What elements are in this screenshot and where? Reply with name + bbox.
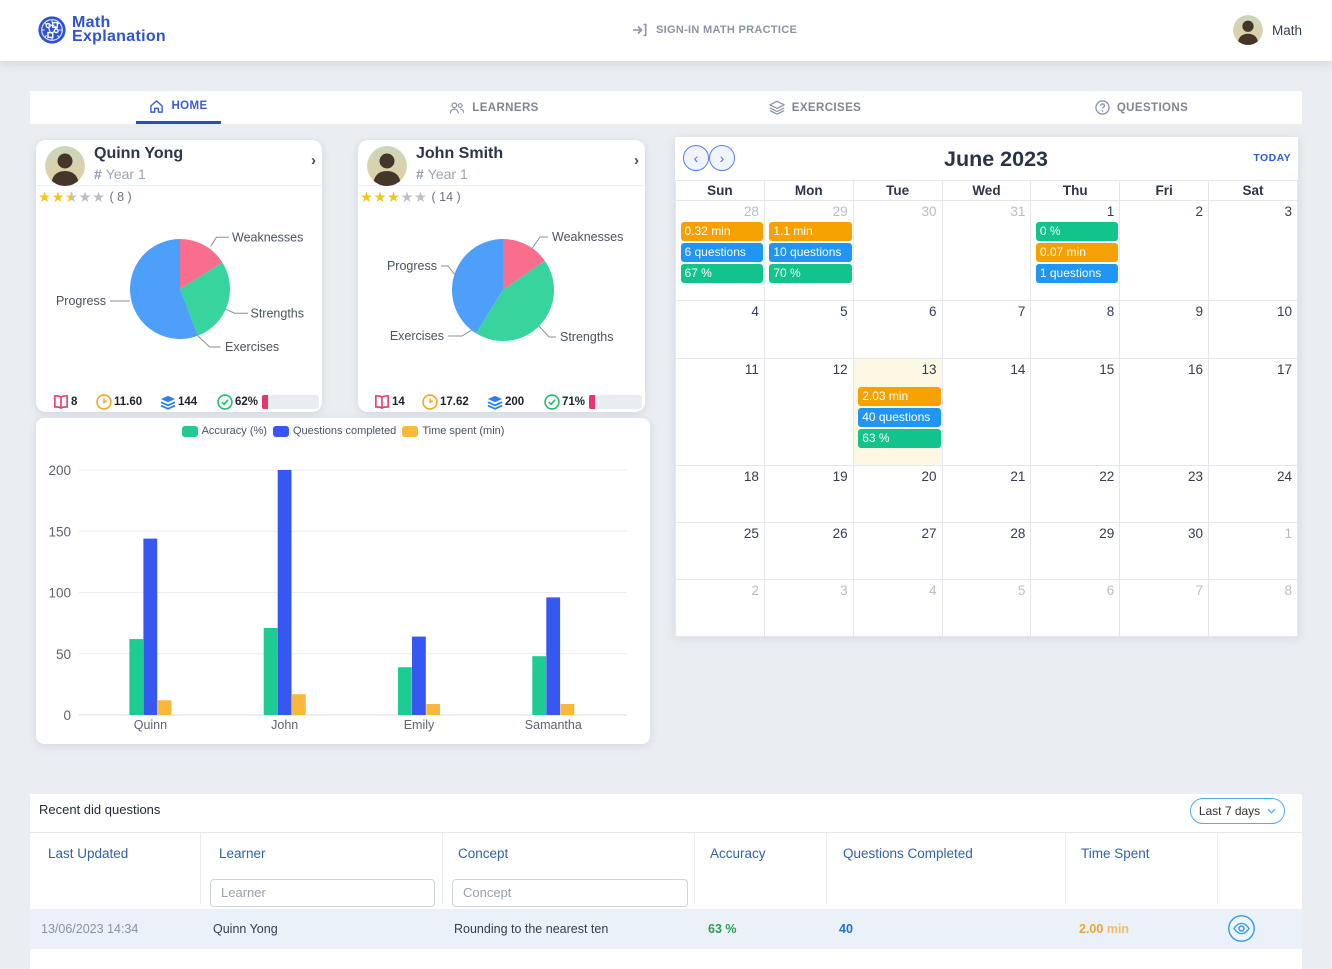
svg-text:Exercises: Exercises bbox=[225, 340, 279, 354]
svg-text:100: 100 bbox=[48, 586, 71, 601]
svg-text:150: 150 bbox=[48, 524, 71, 539]
svg-text:Weaknesses: Weaknesses bbox=[232, 231, 303, 245]
svg-text:Weaknesses: Weaknesses bbox=[552, 230, 623, 244]
svg-text:Progress: Progress bbox=[387, 259, 437, 273]
svg-text:0: 0 bbox=[63, 708, 71, 723]
svg-text:John: John bbox=[271, 718, 298, 732]
svg-text:Samantha: Samantha bbox=[525, 718, 582, 732]
svg-text:Quinn: Quinn bbox=[134, 718, 167, 732]
svg-text:50: 50 bbox=[56, 647, 71, 662]
svg-text:Exercises: Exercises bbox=[390, 329, 444, 343]
svg-text:Emily: Emily bbox=[404, 718, 435, 732]
svg-text:Progress: Progress bbox=[56, 294, 106, 308]
svg-text:Strengths: Strengths bbox=[560, 330, 614, 344]
svg-text:Strengths: Strengths bbox=[251, 307, 305, 321]
svg-text:200: 200 bbox=[48, 463, 71, 478]
